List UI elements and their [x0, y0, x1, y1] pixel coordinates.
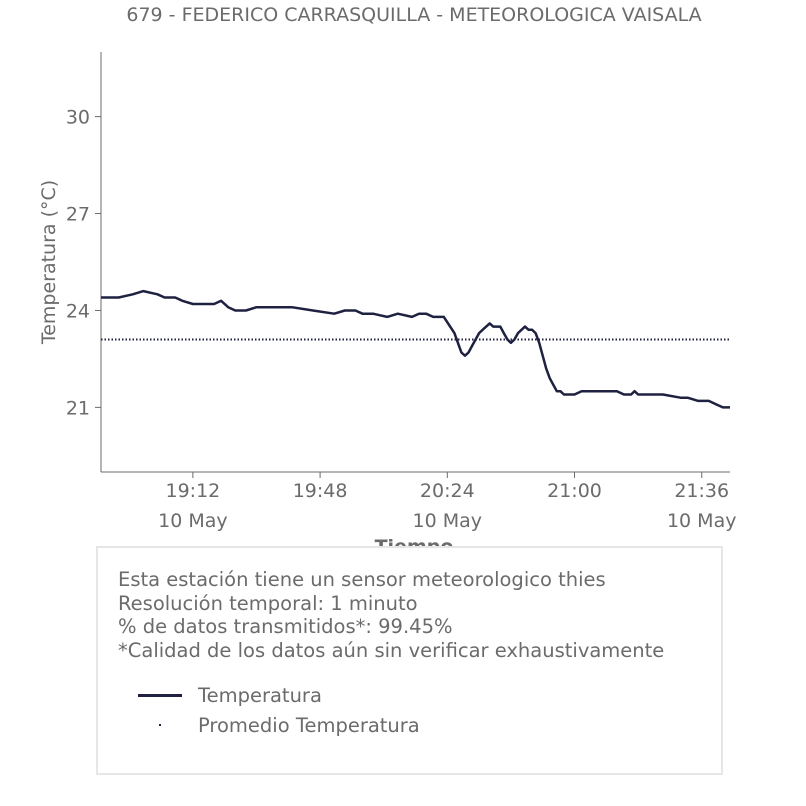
info-lines: Esta estación tiene un sensor meteorolog…	[118, 568, 664, 662]
legend-item-promedio: Promedio Temperatura	[138, 710, 420, 740]
x-ticks: 19:12 10 May 19:48 20:24 10 May 21:00 21:36 10 …	[158, 472, 736, 532]
info-line-resolution: Resolución temporal: 1 minuto	[118, 591, 418, 615]
x-tick-label: 21:00	[547, 480, 602, 502]
legend: Temperatura Promedio Temperatura	[138, 680, 420, 740]
info-line-quality: *Calidad de los datos aún sin verificar …	[118, 638, 665, 662]
legend-label-temperatura: Temperatura	[198, 683, 322, 707]
x-tick-label: 19:48	[293, 480, 348, 502]
x-tick-date-label: 10 May	[158, 510, 228, 532]
x-tick-date-label: 10 May	[667, 510, 737, 532]
info-box: Esta estación tiene un sensor meteorolog…	[96, 546, 723, 775]
series-line-temperatura	[101, 289, 730, 409]
legend-swatch-dotted	[138, 715, 184, 735]
legend-label-promedio: Promedio Temperatura	[198, 713, 420, 737]
y-ticks: 21 24 27 30	[66, 107, 101, 419]
chart-title: 679 - FEDERICO CARRASQUILLA - METEOROLOG…	[126, 4, 701, 26]
y-tick-label: 30	[66, 107, 90, 129]
y-tick-label: 21	[66, 397, 90, 419]
x-tick-label: 19:12	[165, 480, 220, 502]
y-tick-label: 27	[66, 204, 90, 226]
legend-item-temperatura: Temperatura	[138, 680, 420, 710]
legend-swatch-solid	[138, 685, 184, 705]
info-line-sensor: Esta estación tiene un sensor meteorolog…	[118, 568, 606, 591]
x-tick-date-label: 10 May	[413, 510, 483, 532]
series-layer	[101, 289, 730, 409]
info-line-transmitted: % de datos transmitidos*: 99.45%	[118, 615, 453, 638]
y-axis-label: Temperatura (°C)	[38, 180, 60, 345]
x-tick-label: 21:36	[674, 480, 729, 502]
y-tick-label: 24	[66, 300, 90, 322]
x-tick-label: 20:24	[420, 480, 475, 502]
